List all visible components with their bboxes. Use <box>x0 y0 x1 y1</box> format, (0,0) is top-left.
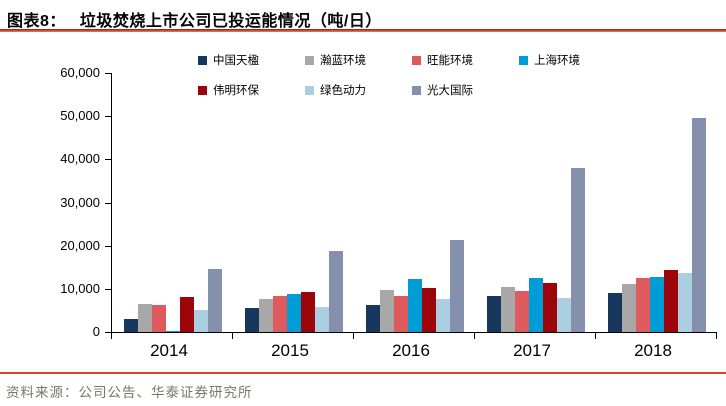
y-tick-mark <box>105 159 111 160</box>
y-tick-mark <box>105 73 111 74</box>
bar <box>436 299 450 332</box>
bar <box>245 308 259 332</box>
x-axis-label: 2018 <box>634 341 672 360</box>
y-tick-mark <box>105 289 111 290</box>
figure-title: 垃圾焚烧上市公司已投运能情况（吨/日） <box>79 13 382 30</box>
bar <box>650 277 664 332</box>
legend-item: 瀚蓝环境 <box>305 45 412 75</box>
bar <box>692 118 706 332</box>
legend-label: 旺能环境 <box>427 55 473 67</box>
bar <box>487 296 501 332</box>
y-tick-label: 0 <box>92 324 100 339</box>
source-note: 资料来源：公司公告、华泰证券研究所 <box>6 385 253 401</box>
x-tick-mark <box>353 333 354 339</box>
y-tick-mark <box>105 246 111 247</box>
bar <box>208 269 222 332</box>
legend-swatch-icon <box>412 85 421 95</box>
y-tick-label: 40,000 <box>60 151 100 166</box>
bar <box>273 296 287 332</box>
y-axis-line <box>111 73 112 333</box>
bar <box>636 278 650 332</box>
y-tick-mark <box>105 332 111 333</box>
bar <box>622 284 636 332</box>
bar <box>152 305 166 332</box>
legend-label: 光大国际 <box>427 85 473 97</box>
bar <box>301 292 315 332</box>
bar <box>180 297 194 332</box>
bar <box>194 310 208 332</box>
bar <box>408 279 422 332</box>
y-tick-mark <box>105 203 111 204</box>
legend-swatch-icon <box>519 55 528 65</box>
bar <box>501 287 515 332</box>
legend-swatch-icon <box>412 55 421 65</box>
x-axis-label: 2016 <box>392 341 430 360</box>
legend-swatch-icon <box>305 55 314 65</box>
bar <box>124 319 138 332</box>
legend-label: 瀚蓝环境 <box>320 55 366 67</box>
chart-legend: 中国天楹 瀚蓝环境 旺能环境 上海环境伟明环保 绿色动力 光大国际 <box>198 45 650 105</box>
x-axis-label: 2014 <box>150 341 188 360</box>
legend-item: 伟明环保 <box>198 75 305 105</box>
x-axis-label: 2017 <box>513 341 551 360</box>
bar <box>515 291 529 332</box>
legend-item: 上海环境 <box>519 45 626 75</box>
bar <box>138 304 152 332</box>
legend-swatch-icon <box>305 85 314 95</box>
bar <box>557 298 571 332</box>
bar <box>366 305 380 332</box>
bar <box>394 296 408 332</box>
legend-label: 绿色动力 <box>320 85 366 97</box>
x-axis-label: 2015 <box>271 341 309 360</box>
x-tick-mark <box>111 333 112 339</box>
y-tick-label: 20,000 <box>60 238 100 253</box>
x-axis-line <box>111 332 717 333</box>
y-tick-label: 30,000 <box>60 195 100 210</box>
bar <box>380 290 394 332</box>
bar <box>678 273 692 332</box>
bar <box>543 283 557 332</box>
y-tick-label: 10,000 <box>60 281 100 296</box>
bar <box>450 240 464 332</box>
x-tick-mark <box>595 333 596 339</box>
bar <box>259 299 273 332</box>
legend-label: 伟明环保 <box>213 85 259 97</box>
bar <box>166 331 180 332</box>
legend-item: 光大国际 <box>412 75 519 105</box>
bar <box>608 293 622 332</box>
bar <box>315 307 329 332</box>
bar <box>422 288 436 332</box>
bar <box>329 251 343 332</box>
footer-divider <box>0 372 726 374</box>
legend-item: 中国天楹 <box>198 45 305 75</box>
y-tick-label: 60,000 <box>60 65 100 80</box>
legend-swatch-icon <box>198 85 207 95</box>
x-tick-mark <box>716 333 717 339</box>
y-tick-label: 50,000 <box>60 108 100 123</box>
x-tick-mark <box>232 333 233 339</box>
bar <box>529 278 543 332</box>
title-divider <box>0 29 726 32</box>
legend-item: 旺能环境 <box>412 45 519 75</box>
x-tick-mark <box>474 333 475 339</box>
legend-item: 绿色动力 <box>305 75 412 105</box>
legend-label: 上海环境 <box>534 55 580 67</box>
bar <box>664 270 678 332</box>
figure-number-label: 图表8： <box>7 13 66 30</box>
legend-label: 中国天楹 <box>213 55 259 67</box>
legend-swatch-icon <box>198 55 207 65</box>
figure-header: 图表8： 垃圾焚烧上市公司已投运能情况（吨/日） <box>7 7 382 31</box>
bar <box>287 294 301 332</box>
y-tick-mark <box>105 116 111 117</box>
bar <box>571 168 585 332</box>
